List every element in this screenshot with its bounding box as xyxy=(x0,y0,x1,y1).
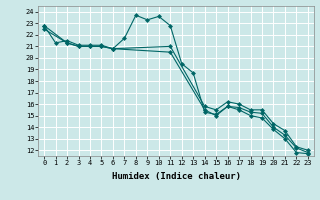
X-axis label: Humidex (Indice chaleur): Humidex (Indice chaleur) xyxy=(111,172,241,181)
